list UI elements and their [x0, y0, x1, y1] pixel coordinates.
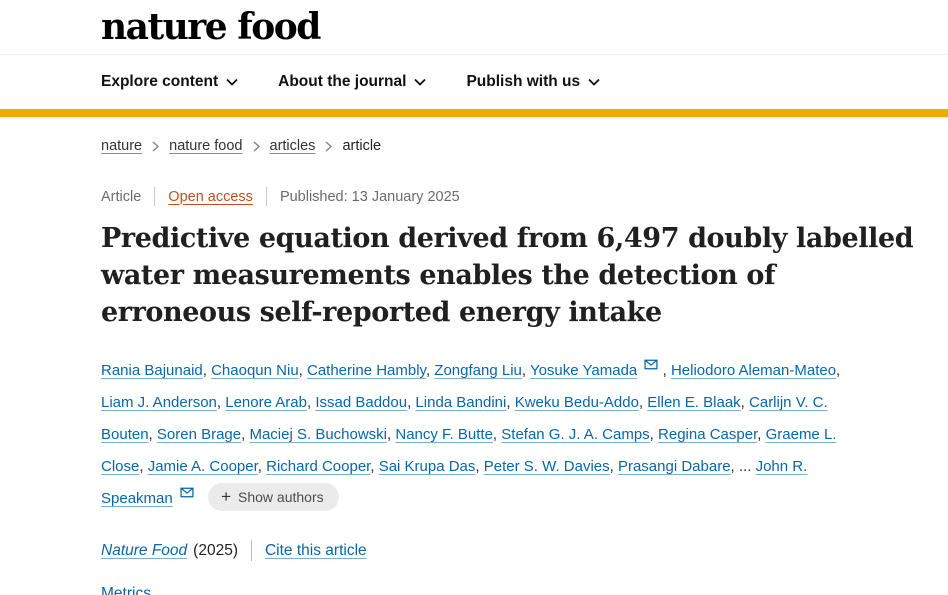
title-line: water measurements enables the detection…: [101, 260, 776, 291]
author-link[interactable]: Linda Bandini: [415, 394, 507, 411]
chevron-right-icon: [152, 141, 160, 152]
chevron-down-icon: [414, 78, 427, 86]
divider: [265, 187, 267, 206]
nav-explore-content[interactable]: Explore content: [101, 73, 238, 91]
author-link[interactable]: Prasangi Dabare: [617, 458, 731, 475]
published-date: Published: 13 January 2025: [279, 188, 460, 205]
breadcrumb-nature[interactable]: nature: [101, 138, 143, 154]
chevron-right-icon: [325, 141, 333, 152]
article-header-section: nature nature food articles article Arti…: [0, 138, 914, 595]
author-link[interactable]: Jamie A. Cooper: [147, 458, 258, 475]
author-link[interactable]: Yosuke Yamada: [529, 362, 638, 379]
author-link[interactable]: Liam J. Anderson: [101, 394, 217, 411]
author-link[interactable]: Ellen E. Blaak: [647, 394, 741, 411]
authors-ellipsis: ...: [738, 458, 756, 475]
breadcrumb: nature nature food articles article: [101, 138, 859, 154]
chevron-right-icon: [252, 141, 260, 152]
breadcrumb-article-current: article: [342, 138, 382, 154]
article-title: Predictive equation derived from 6,497 d…: [101, 220, 914, 331]
title-line: erroneous self-reported energy intake: [101, 297, 662, 328]
author-link[interactable]: Carlijn V. C. Bouten: [101, 394, 828, 443]
journal-accent-bar: [0, 109, 948, 117]
nav-publish-with-us[interactable]: Publish with us: [466, 73, 600, 91]
breadcrumb-articles[interactable]: articles: [269, 138, 316, 154]
email-icon[interactable]: [644, 359, 658, 370]
article-type-label: Article: [101, 188, 142, 205]
author-link[interactable]: Chaoqun Niu: [211, 362, 299, 379]
plus-icon: +: [221, 487, 231, 506]
author-link[interactable]: Catherine Hambly: [307, 362, 426, 379]
primary-nav: Explore content About the journal Publis…: [0, 55, 948, 109]
author-link[interactable]: Stefan G. J. A. Camps: [501, 426, 650, 443]
author-link[interactable]: Issad Baddou: [315, 394, 408, 411]
nav-label: Explore content: [101, 73, 219, 90]
metrics-row: Metrics: [101, 585, 859, 595]
open-access-link[interactable]: Open access: [168, 188, 253, 205]
logo-row: nature food: [0, 0, 948, 55]
title-line: Predictive equation derived from 6,497 d…: [101, 223, 914, 254]
author-link[interactable]: Regina Casper: [658, 426, 758, 443]
chevron-down-icon: [588, 78, 600, 86]
show-authors-label: Show authors: [238, 488, 324, 505]
author-link[interactable]: Nancy F. Butte: [395, 426, 493, 443]
citation-row: Nature Food (2025) Cite this article: [101, 540, 859, 561]
journal-logo[interactable]: nature food: [101, 6, 321, 48]
article-meta: Article Open access Published: 13 Januar…: [101, 187, 859, 206]
show-authors-button[interactable]: + Show authors: [208, 483, 339, 511]
divider: [250, 540, 252, 561]
breadcrumb-nature-food[interactable]: nature food: [169, 138, 243, 154]
authors-paragraph: Rania Bajunaid, Chaoqun Niu, Catherine H…: [101, 355, 846, 515]
journal-link[interactable]: Nature Food: [101, 541, 188, 559]
author-link[interactable]: Heliodoro Aleman-Mateo: [670, 362, 837, 379]
author-link[interactable]: Lenore Arab: [225, 394, 307, 411]
citation-year: (2025): [193, 541, 238, 559]
metrics-link[interactable]: Metrics: [101, 585, 151, 595]
author-link[interactable]: Soren Brage: [156, 426, 242, 443]
author-link[interactable]: Graeme L. Close: [101, 426, 837, 475]
author-list: Rania Bajunaid, Chaoqun Niu, Catherine H…: [101, 359, 840, 507]
cite-this-article-link[interactable]: Cite this article: [264, 541, 367, 559]
author-link[interactable]: Rania Bajunaid: [101, 362, 203, 379]
nav-about-journal[interactable]: About the journal: [278, 73, 427, 91]
author-link[interactable]: Zongfang Liu: [434, 362, 522, 379]
author-link[interactable]: Richard Cooper: [266, 458, 371, 475]
divider: [154, 187, 156, 206]
author-link[interactable]: Peter S. W. Davies: [483, 458, 610, 475]
author-link[interactable]: Kweku Bedu-Addo: [514, 394, 639, 411]
email-icon[interactable]: [180, 487, 194, 498]
nav-label: Publish with us: [466, 73, 581, 90]
author-link[interactable]: John R. Speakman: [101, 458, 808, 507]
author-link[interactable]: Sai Krupa Das: [378, 458, 476, 475]
chevron-down-icon: [226, 78, 238, 86]
author-link[interactable]: Maciej S. Buchowski: [249, 426, 388, 443]
nav-label: About the journal: [278, 73, 407, 90]
site-header: nature food Explore content About the jo…: [0, 0, 948, 117]
